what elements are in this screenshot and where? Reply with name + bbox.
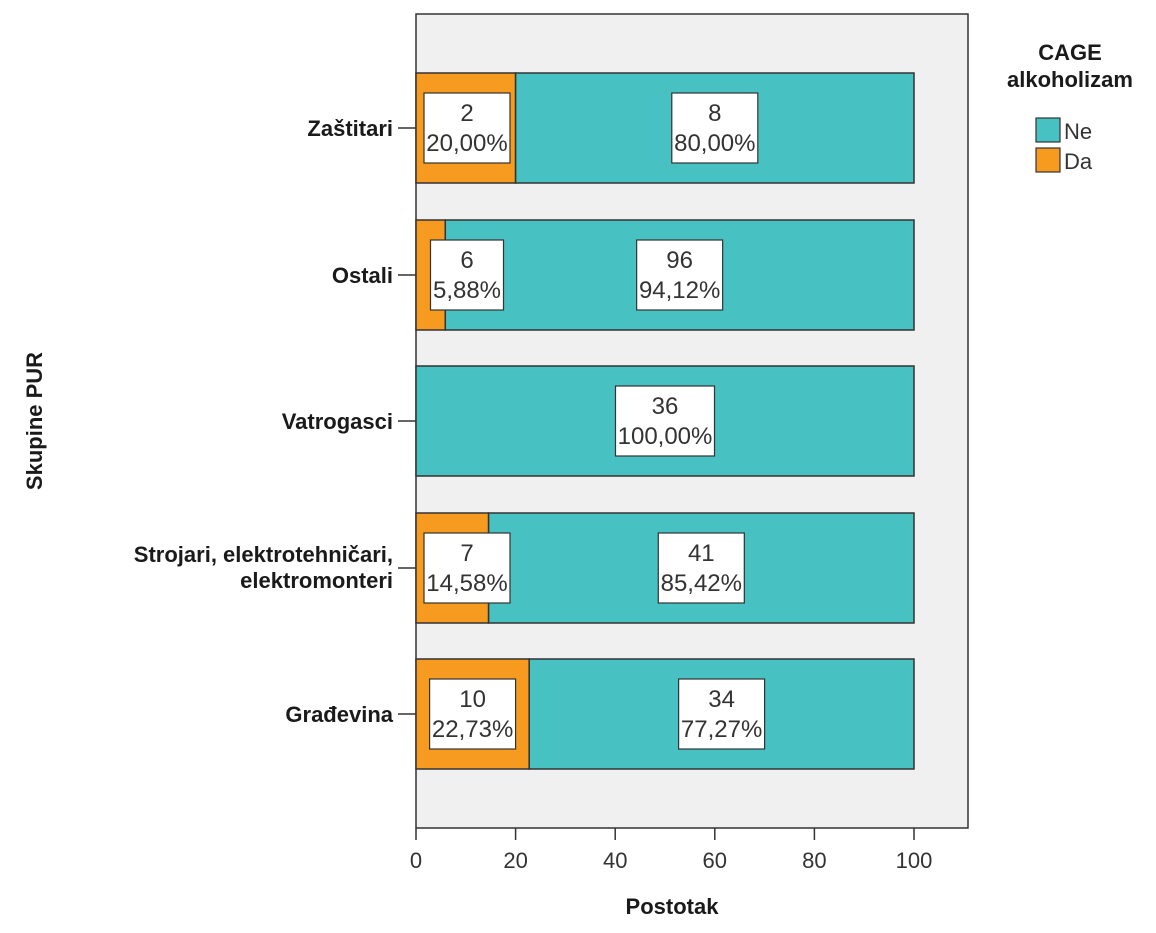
legend-label-ne: Ne [1064,119,1092,144]
data-label-ne-0-box [671,92,759,164]
legend-swatch-ne [1035,117,1061,143]
data-label-ne-1: 96 94,12% [636,239,724,311]
x-tick-label-1: 20 [503,848,527,873]
data-label-da-4-box [428,678,517,750]
data-label-ne-1-box [636,239,724,311]
data-label-da-4: 10 22,73% [428,678,517,750]
data-label-da-0: 2 20,00% [423,92,511,164]
data-label-ne-2-box [614,385,716,457]
data-label-ne-3: 41 85,42% [657,532,745,604]
y-axis-title: Skupine PUR [22,352,47,490]
data-label-da-4-count: 10 [459,686,486,713]
data-label-da-0-percent: 20,00% [426,130,507,157]
data-label-ne-1-percent: 94,12% [639,277,720,304]
data-label-ne-0-percent: 80,00% [674,130,755,157]
data-label-da-3: 7 14,58% [423,532,511,604]
data-label-da-1-count: 6 [460,247,473,274]
data-label-ne-2-percent: 100,00% [618,423,713,450]
category-label-3: elektromonteri [240,568,393,593]
data-label-da-3-percent: 14,58% [426,570,507,597]
data-label-ne-3-box [657,532,745,604]
data-label-ne-3-percent: 85,42% [661,570,742,597]
category-label-4: Građevina [285,702,393,727]
category-label-0: Zaštitari [307,116,393,141]
x-tick-label-5: 100 [896,848,933,873]
data-label-da-1: 6 5,88% [429,239,505,311]
data-label-ne-2: 36 100,00% [614,385,716,457]
x-tick-label-2: 40 [603,848,627,873]
legend-swatch-da [1035,147,1061,173]
data-label-da-3-box [423,532,511,604]
legend-title-line1: CAGE [1038,40,1102,65]
x-tick-label-0: 0 [410,848,422,873]
data-label-ne-0-count: 8 [708,100,721,127]
data-label-da-4-percent: 22,73% [432,716,513,743]
category-label-1: Ostali [332,263,393,288]
legend-title-line2: alkoholizam [1007,67,1133,92]
data-label-ne-4-percent: 77,27% [681,716,762,743]
data-label-da-0-count: 2 [460,100,473,127]
category-label-3: Strojari, elektrotehničari, [134,542,393,567]
data-label-ne-4: 34 77,27% [677,678,766,750]
data-label-ne-0: 8 80,00% [671,92,759,164]
x-tick-label-3: 60 [703,848,727,873]
data-label-ne-1-count: 96 [666,247,693,274]
data-label-ne-2-count: 36 [652,393,679,420]
data-label-da-0-box [423,92,511,164]
x-axis-title: Postotak [626,894,720,919]
data-label-ne-3-count: 41 [688,540,715,567]
data-label-da-1-percent: 5,88% [433,277,501,304]
x-tick-label-4: 80 [802,848,826,873]
category-label-2: Vatrogasci [282,409,393,434]
data-label-ne-4-count: 34 [708,686,735,713]
data-label-ne-4-box [677,678,766,750]
data-label-da-3-count: 7 [460,540,473,567]
legend-label-da: Da [1064,149,1093,174]
data-label-da-1-box [429,239,505,311]
